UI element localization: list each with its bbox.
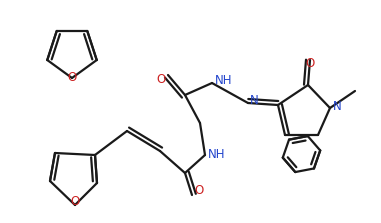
Text: O: O <box>306 57 315 70</box>
Text: O: O <box>67 71 77 84</box>
Text: N: N <box>250 94 259 107</box>
Text: NH: NH <box>215 74 232 87</box>
Text: O: O <box>194 184 203 197</box>
Text: N: N <box>333 99 342 112</box>
Text: O: O <box>70 195 80 208</box>
Text: NH: NH <box>208 149 226 161</box>
Text: O: O <box>157 73 166 86</box>
